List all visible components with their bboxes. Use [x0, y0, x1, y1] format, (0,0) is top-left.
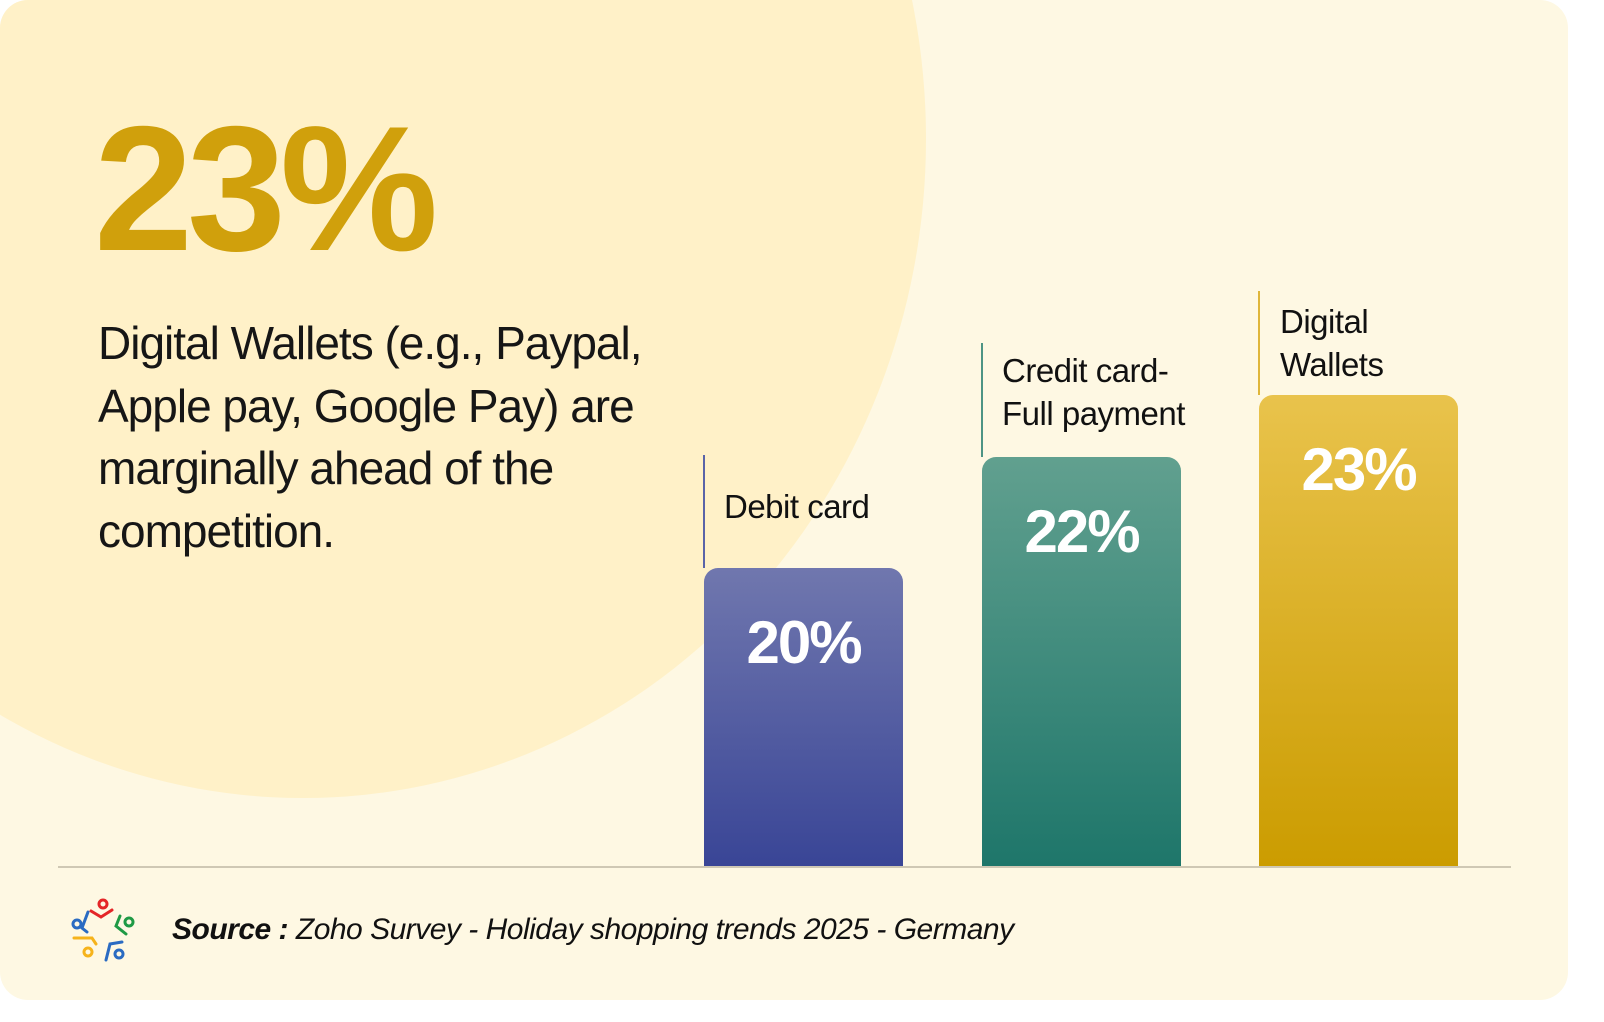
infographic-card: 23% Digital Wallets (e.g., Paypal, Apple…	[0, 0, 1568, 1000]
source-label: Source :	[172, 913, 289, 946]
credit-card-label: Credit card- Full payment	[1002, 349, 1185, 435]
debit-card-value: 20%	[746, 609, 862, 676]
source-footer: Source : Zoho Survey - Holiday shopping …	[172, 913, 1014, 947]
credit-card-label-line1: Credit card-	[1002, 352, 1169, 389]
bar-debit-card: 20%	[704, 568, 903, 867]
zoho-survey-logo-icon	[71, 898, 135, 962]
bar-digital-wallets: 23%	[1259, 395, 1458, 867]
bar-credit-card: 22%	[982, 457, 1181, 867]
digital-wallets-label-line2: Wallets	[1280, 346, 1384, 383]
headline-description: Digital Wallets (e.g., Paypal, Apple pay…	[98, 317, 643, 557]
digital-wallets-label: Digital Wallets	[1280, 300, 1384, 386]
headline-value: 23%	[94, 89, 438, 288]
debit-card-label: Debit card	[724, 488, 870, 525]
digital-wallets-label-line1: Digital	[1280, 303, 1369, 340]
digital-wallets-marker-line	[1258, 291, 1260, 395]
source-text: Zoho Survey - Holiday shopping trends 20…	[288, 913, 1014, 946]
digital-wallets-value: 23%	[1301, 436, 1417, 503]
credit-card-marker-line	[981, 343, 983, 457]
credit-card-label-line2: Full payment	[1002, 395, 1185, 432]
chart-baseline	[58, 866, 1511, 868]
credit-card-value: 22%	[1024, 498, 1140, 565]
debit-card-marker-line	[703, 455, 705, 568]
